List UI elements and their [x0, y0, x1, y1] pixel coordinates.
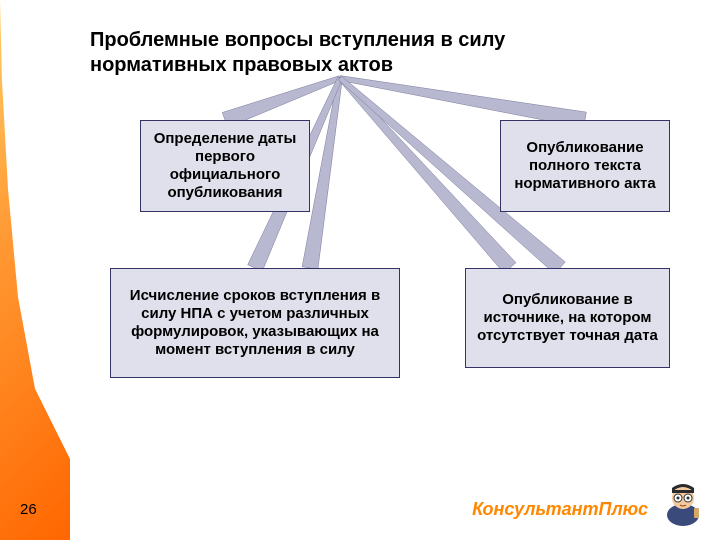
title-line1: Проблемные вопросы вступления в силу	[90, 29, 505, 51]
page-number: 26	[20, 501, 37, 518]
box-bottom-right: Опубликование в источнике, на котором от…	[465, 268, 670, 368]
box-bottom-left: Исчисление сроков вступления в силу НПА …	[110, 268, 400, 378]
slide-title: Проблемные вопросы вступления в силу нор…	[90, 28, 505, 78]
gradient-decoration	[0, 0, 70, 540]
box-top-left: Определение даты первого официального оп…	[140, 120, 310, 212]
title-line2: нормативных правовых актов	[90, 54, 393, 76]
box-top-right: Опубликование полного текста нормативног…	[500, 120, 670, 212]
brand-logo-text: КонсультантПлюс	[472, 499, 648, 520]
mascot-icon	[658, 480, 708, 528]
